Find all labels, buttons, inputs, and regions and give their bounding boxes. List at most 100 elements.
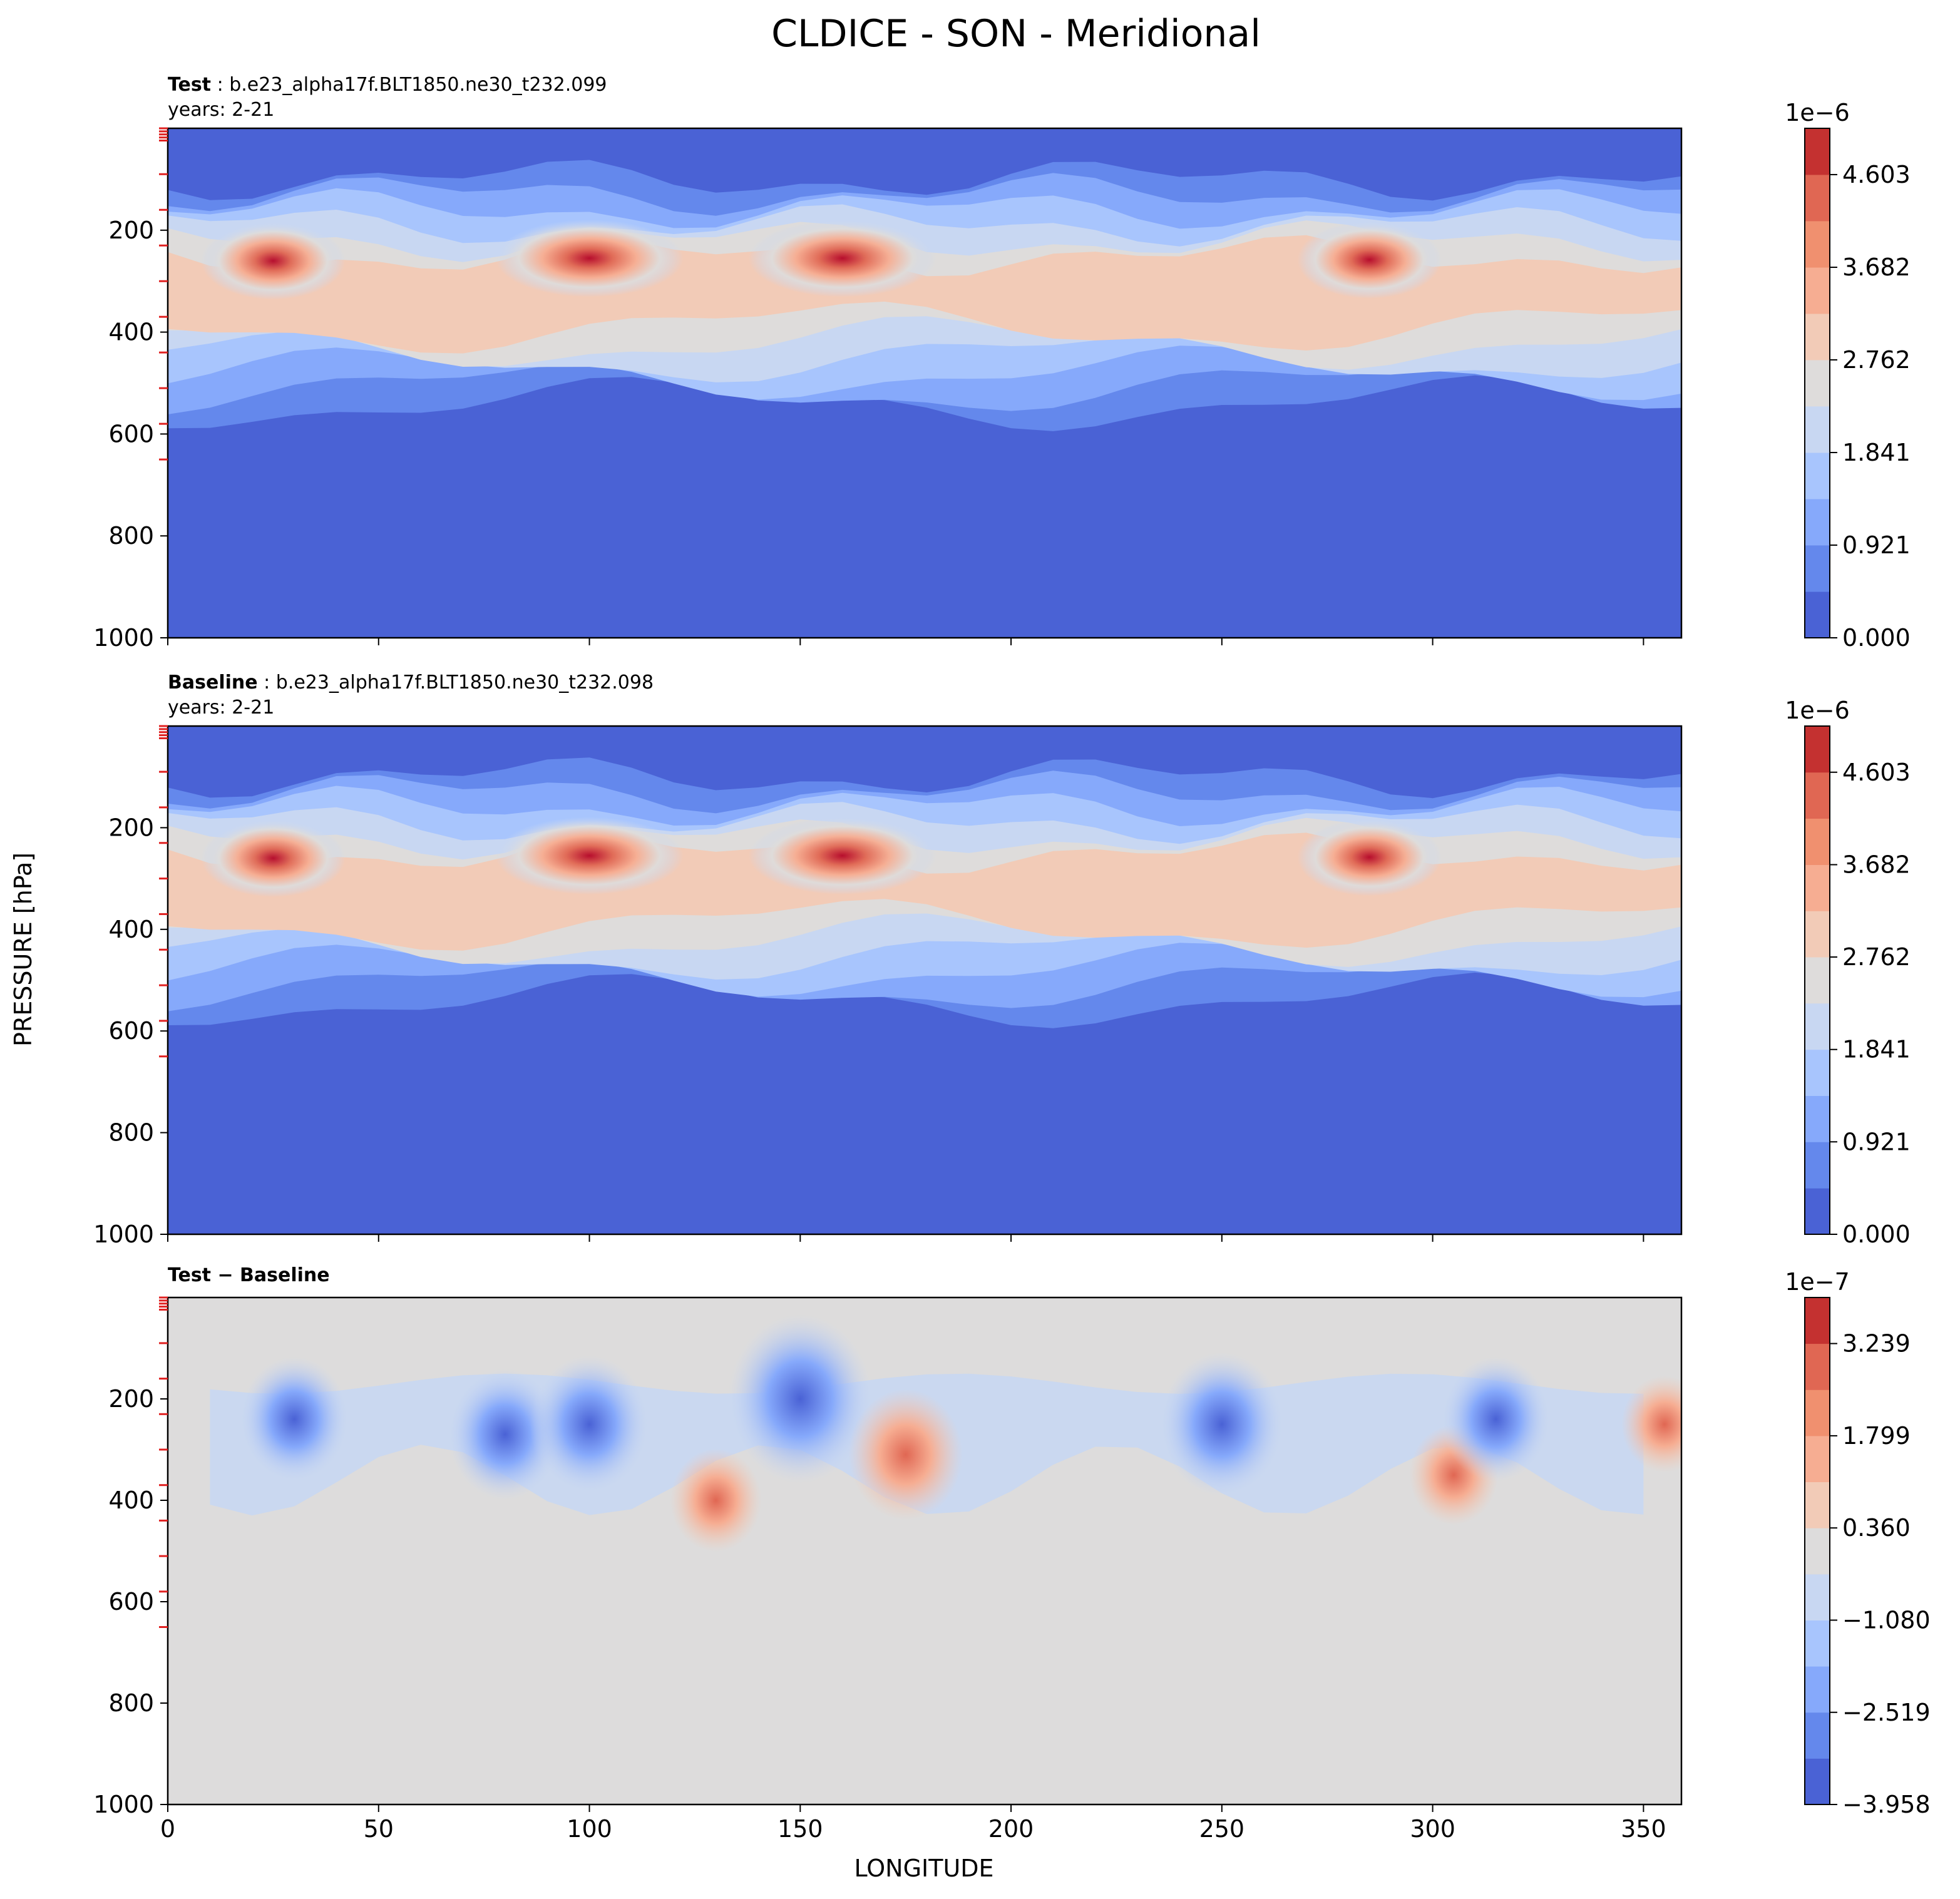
- colorbar-tick-label: −2.519: [1842, 1699, 1931, 1726]
- colorbar-frame: [1804, 128, 1830, 638]
- colorbar-tick-label: 0.360: [1842, 1514, 1911, 1542]
- positive-anomaly: [1621, 1376, 1681, 1473]
- panel-title-case: : b.e23_alpha17f.BLT1850.ne30_t232.099: [211, 74, 607, 96]
- colorbar-tick-label: −3.958: [1842, 1791, 1931, 1818]
- colorbar-diff: −3.958 −2.519 −1.080 0.360 1.799 3.239 1e−7: [1785, 1268, 1930, 1818]
- y-tick-label: 1000: [93, 1791, 154, 1818]
- colorbar-segment: [1805, 1142, 1830, 1189]
- colorbar-segment: [1805, 1528, 1830, 1575]
- colorbar-segment: [1805, 1095, 1830, 1142]
- colorbar-segment: [1805, 220, 1830, 268]
- plot-area-test: [168, 128, 1681, 638]
- colorbar-segment: [1805, 313, 1830, 361]
- y-tick-label: 800: [108, 522, 154, 550]
- y-tick-label: 800: [108, 1689, 154, 1717]
- negative-anomaly: [1159, 1352, 1284, 1497]
- positive-anomaly: [848, 1389, 963, 1521]
- plot-area-baseline: [168, 726, 1681, 1234]
- cloud-core: [748, 219, 936, 297]
- panel-title: Test − Baseline: [168, 1264, 330, 1286]
- colorbar-tick-label: 0.921: [1842, 1128, 1911, 1155]
- y-tick-label: 400: [108, 1487, 154, 1514]
- colorbar-test: 0.000 0.921 1.841 2.762 3.682 4.603 1e−6: [1785, 99, 1911, 652]
- cloud-core: [201, 222, 346, 300]
- y-tick-label: 600: [108, 1588, 154, 1615]
- panel-years: years: 2-21: [168, 697, 274, 719]
- colorbar-segment: [1805, 498, 1830, 546]
- colorbar-segment: [1805, 1574, 1830, 1621]
- cloud-core: [1297, 221, 1442, 299]
- colorbar-frame: [1804, 1297, 1830, 1805]
- panel-title-bold: Test − Baseline: [168, 1264, 330, 1286]
- y-axis-label: PRESSURE [hPa]: [9, 852, 37, 1047]
- x-axis-label: LONGITUDE: [854, 1855, 993, 1882]
- negative-anomaly: [728, 1314, 873, 1483]
- panel-test: 200 400 600 800 1000 Test : b.e23_alpha17f.BL…: [93, 74, 1911, 652]
- cloud-core: [495, 219, 684, 297]
- panel-title: Baseline : b.e23_alpha17f.BLT1850.ne30_t…: [168, 672, 654, 694]
- x-tick-label: 300: [1410, 1815, 1455, 1843]
- colorbar-tick-label: 0.000: [1842, 1221, 1911, 1248]
- cloud-core: [201, 819, 346, 898]
- colorbar-segment: [1805, 1666, 1830, 1713]
- colorbar-segment: [1805, 818, 1830, 865]
- colorbar-segment: [1805, 864, 1830, 911]
- negative-anomaly: [530, 1355, 649, 1493]
- colorbar-segment: [1805, 1390, 1830, 1436]
- colorbar-segment: [1805, 726, 1830, 773]
- contour-background: [168, 1298, 1681, 1804]
- cloud-core: [1297, 818, 1442, 896]
- x-tick-label: 0: [160, 1815, 175, 1843]
- colorbar-segment: [1805, 359, 1830, 407]
- negative-anomaly: [240, 1356, 349, 1482]
- colorbar-segment: [1805, 1049, 1830, 1097]
- plot-area-diff: [168, 1298, 1681, 1804]
- colorbar-tick-label: 3.682: [1842, 253, 1911, 281]
- colorbar-segment: [1805, 957, 1830, 1004]
- y-tick-label: 400: [108, 319, 154, 346]
- y-tick-label: 600: [108, 1017, 154, 1045]
- colorbar-tick-label: 2.762: [1842, 346, 1911, 374]
- figure-title: CLDICE - SON - Meridional: [771, 12, 1261, 56]
- axes-frame: [167, 725, 1683, 1236]
- colorbar-offset: 1e−7: [1785, 1268, 1850, 1296]
- colorbar-segment: [1805, 453, 1830, 499]
- x-tick-label: 100: [567, 1815, 612, 1843]
- panel-title-bold: Test: [168, 74, 211, 96]
- y-tick-label: 200: [108, 1385, 154, 1413]
- colorbar-segment: [1805, 1712, 1830, 1759]
- positive-anomaly: [670, 1448, 762, 1552]
- colorbar-segment: [1805, 1482, 1830, 1528]
- colorbar-segment: [1805, 128, 1830, 175]
- colorbar-segment: [1805, 267, 1830, 314]
- colorbar-segment: [1805, 772, 1830, 819]
- panel-baseline: 200 400 600 800 1000 Baseline : b.e23_alpha17…: [93, 672, 1911, 1248]
- x-tick-label: 50: [364, 1815, 394, 1843]
- y-tick-label: 400: [108, 916, 154, 943]
- colorbar-segment: [1805, 1620, 1830, 1667]
- colorbar-segment: [1805, 591, 1830, 638]
- y-tick-label: 200: [108, 217, 154, 244]
- negative-anomaly: [1441, 1356, 1551, 1482]
- colorbar-tick-label: −1.080: [1842, 1607, 1931, 1634]
- colorbar-baseline: 0.000 0.921 1.841 2.762 3.682 4.603 1e−6: [1785, 697, 1911, 1248]
- colorbar-tick-label: 3.239: [1842, 1330, 1911, 1358]
- colorbar-tick-label: 1.841: [1842, 1036, 1911, 1063]
- x-tick-label: 200: [988, 1815, 1034, 1843]
- cloud-core: [748, 817, 936, 895]
- colorbar-tick-label: 3.682: [1842, 851, 1911, 878]
- colorbar-segment: [1805, 1188, 1830, 1235]
- colorbar-tick-label: 0.000: [1842, 624, 1911, 652]
- colorbar-segment: [1805, 1003, 1830, 1050]
- colorbar-segment: [1805, 1343, 1830, 1390]
- colorbar-offset: 1e−6: [1785, 697, 1850, 724]
- colorbar-segment: [1805, 174, 1830, 222]
- y-tick-label: 800: [108, 1119, 154, 1147]
- panel-years: years: 2-21: [168, 99, 274, 121]
- y-tick-label: 1000: [93, 1221, 154, 1248]
- axes-frame: [167, 1296, 1683, 1806]
- colorbar-segment: [1805, 1298, 1830, 1344]
- colorbar-tick-label: 4.603: [1842, 161, 1911, 188]
